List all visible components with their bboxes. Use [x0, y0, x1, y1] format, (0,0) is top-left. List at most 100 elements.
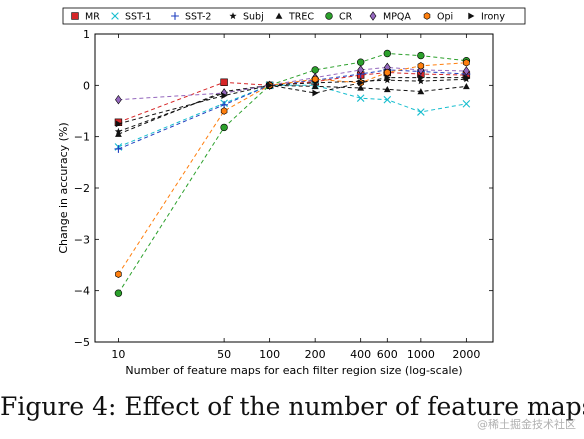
figure-caption: Figure 4: Effect of the number of featur… — [0, 392, 584, 421]
data-point — [311, 75, 319, 83]
series-line — [118, 69, 467, 150]
data-point — [463, 74, 470, 82]
series-line — [118, 66, 467, 101]
legend-label: Irony — [481, 12, 505, 23]
data-point — [417, 62, 425, 70]
data-point — [383, 86, 391, 93]
series-line — [118, 71, 467, 123]
y-tick-label: −3 — [74, 233, 90, 246]
legend-label: TREC — [288, 12, 314, 23]
data-point — [311, 66, 319, 74]
watermark-text: @稀土掘金技术社区 — [477, 418, 576, 431]
data-point — [463, 59, 470, 67]
series-sst-1 — [114, 81, 471, 151]
data-point — [418, 74, 425, 82]
legend-marker — [468, 12, 475, 20]
legend-item: SST-2 — [171, 12, 211, 23]
legend-item: CR — [325, 12, 353, 23]
data-point — [220, 123, 228, 132]
data-point — [115, 270, 122, 278]
legend-marker — [229, 12, 237, 20]
series-line — [118, 78, 467, 132]
legend-box — [62, 7, 526, 25]
data-point — [417, 77, 425, 85]
legend-item: Subj — [229, 12, 264, 23]
data-point — [357, 79, 365, 87]
data-point — [417, 65, 425, 75]
legend-label: MPQA — [383, 12, 411, 23]
data-point — [311, 82, 319, 90]
data-point — [266, 81, 274, 89]
y-axis-label: Change in accuracy (%) — [57, 122, 70, 253]
y-tick-label: 1 — [83, 28, 90, 41]
data-point — [417, 51, 425, 60]
data-point — [114, 289, 123, 297]
series-mpqa — [115, 62, 470, 105]
x-tick-label: 600 — [377, 348, 398, 361]
legend-marker — [275, 12, 283, 19]
legend-marker — [171, 12, 179, 20]
data-point — [356, 58, 365, 66]
data-point — [463, 66, 470, 76]
legend-item: TREC — [275, 12, 314, 23]
y-tick-label: −4 — [74, 285, 90, 298]
x-tick-label: 200 — [305, 348, 326, 361]
series-opi — [115, 59, 470, 278]
series-line — [117, 62, 467, 275]
x-tick-label: 2000 — [452, 348, 480, 361]
legend-marker — [325, 12, 333, 20]
series-line — [118, 84, 467, 135]
series-line — [117, 52, 467, 294]
x-tick-label: 50 — [217, 348, 231, 361]
data-point — [462, 100, 471, 108]
y-tick-label: −2 — [74, 182, 90, 195]
x-tick-label: 100 — [259, 348, 280, 361]
series-line — [118, 77, 467, 125]
legend-marker — [71, 12, 79, 20]
data-point — [220, 107, 228, 115]
legend-item: MR — [71, 12, 100, 23]
data-point — [417, 108, 425, 116]
x-axis-label: Number of feature maps for each filter r… — [125, 364, 462, 377]
data-point — [115, 120, 122, 128]
data-point — [384, 74, 391, 82]
legend-label: CR — [339, 12, 353, 23]
data-point — [220, 78, 228, 86]
legend-marker — [111, 12, 119, 20]
data-point — [417, 88, 425, 95]
data-point — [462, 82, 470, 90]
legend-item: Irony — [468, 12, 505, 23]
series-cr — [114, 49, 471, 297]
data-point — [383, 95, 392, 104]
legend-label: Subj — [243, 12, 264, 23]
legend-item: Opi — [423, 12, 453, 23]
legend: MR SST-1 SST-2 Subj TREC CR MPQA Opi Irony — [62, 7, 526, 25]
legend-item: SST-1 — [111, 12, 151, 23]
legend-label: MR — [85, 12, 100, 23]
data-point — [357, 65, 365, 75]
legend-label: SST-1 — [125, 12, 151, 23]
x-tick-label: 1000 — [407, 348, 435, 361]
data-point — [312, 89, 319, 97]
data-point — [357, 84, 365, 91]
series-sst-2 — [114, 66, 471, 153]
y-tick-label: −5 — [74, 336, 90, 349]
y-tick-label: 0 — [83, 79, 90, 92]
legend-marker — [423, 12, 431, 20]
x-tick-label: 400 — [350, 348, 371, 361]
data-point — [356, 94, 365, 102]
series-trec — [115, 81, 470, 137]
data-point — [114, 145, 123, 153]
legend-label: Opi — [437, 12, 453, 23]
y-tick-label: −1 — [74, 131, 90, 144]
data-point — [383, 49, 392, 58]
series-line — [118, 84, 467, 148]
legend-item: MPQA — [369, 11, 411, 23]
series-subj — [114, 75, 470, 135]
series-irony — [115, 74, 470, 128]
data-point — [383, 76, 391, 84]
data-point — [115, 94, 122, 105]
x-tick-label: 10 — [111, 348, 125, 361]
